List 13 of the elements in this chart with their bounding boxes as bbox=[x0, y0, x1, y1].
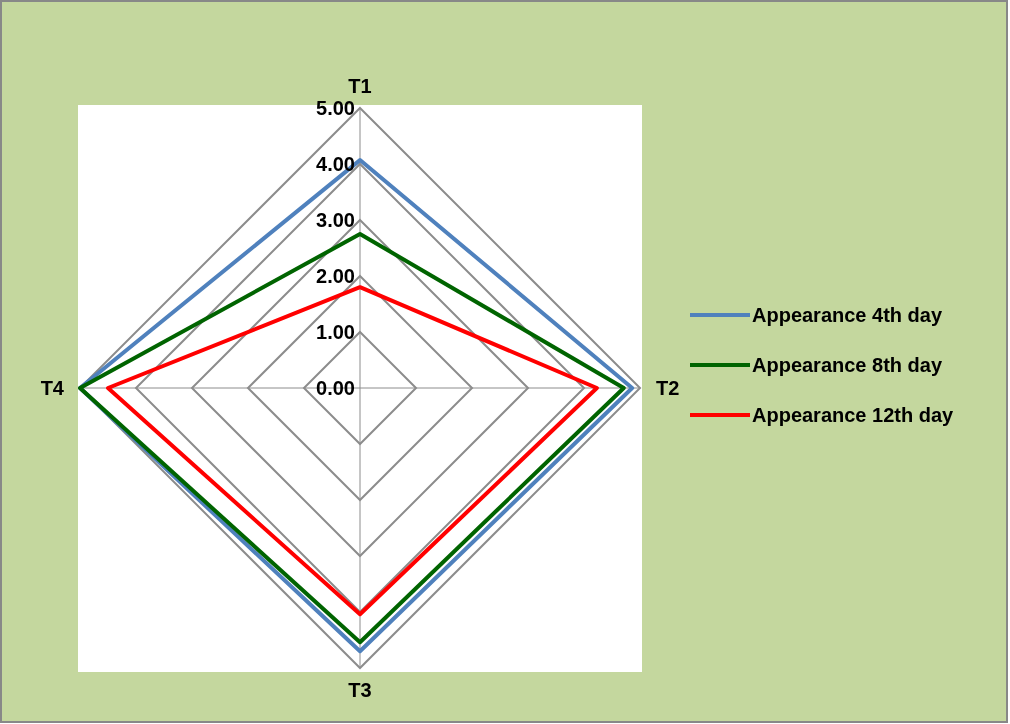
y-tick-label: 3.00 bbox=[316, 209, 355, 231]
spoke-label: T3 bbox=[348, 679, 372, 701]
spoke-label: T2 bbox=[656, 377, 680, 399]
y-tick-label: 5.00 bbox=[316, 97, 355, 119]
legend-label: Appearance 8th day bbox=[752, 354, 943, 376]
y-tick-label: 0.00 bbox=[316, 377, 355, 399]
y-tick-label: 4.00 bbox=[316, 153, 355, 175]
spoke-label: T1 bbox=[348, 75, 372, 97]
spoke-label: T4 bbox=[40, 377, 65, 399]
legend-label: Appearance 4th day bbox=[752, 304, 943, 326]
y-tick-label: 1.00 bbox=[316, 321, 355, 343]
legend-label: Appearance 12th day bbox=[752, 404, 955, 426]
y-tick-label: 2.00 bbox=[316, 265, 355, 287]
